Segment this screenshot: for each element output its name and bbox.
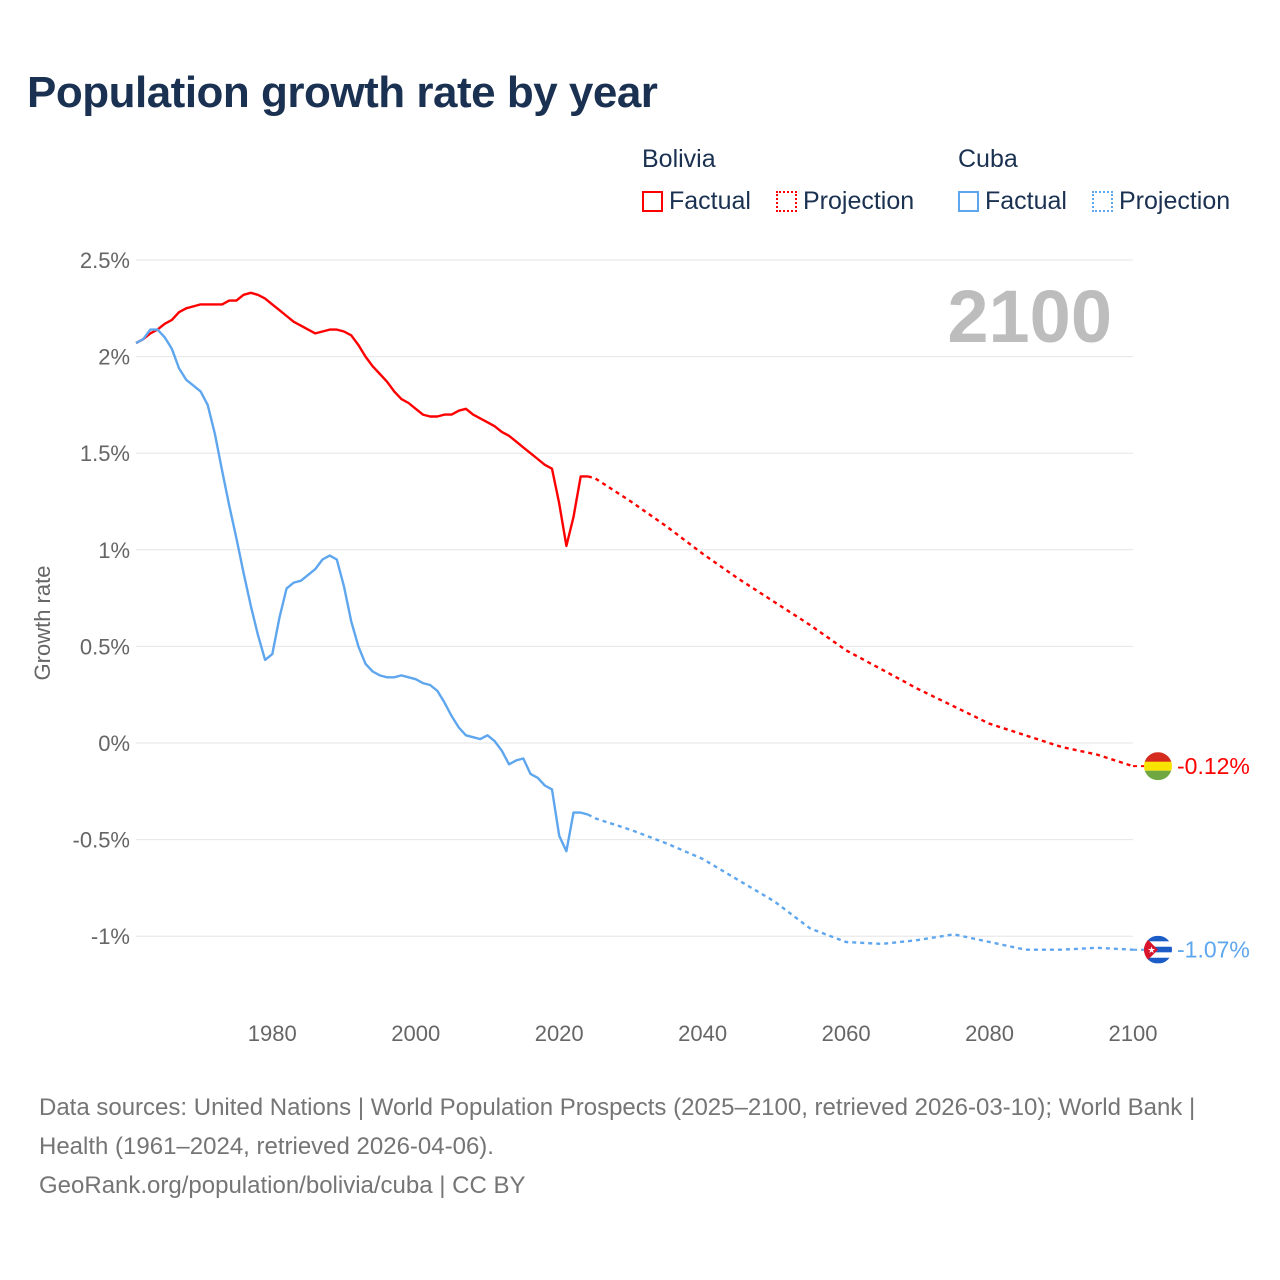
source-link[interactable]: GeoRank.org/population/bolivia/cuba | CC… [39,1172,526,1199]
x-tick-label: 2060 [822,1021,871,1046]
year-watermark: 2100 [947,275,1112,358]
x-tick-label: 2100 [1109,1021,1158,1046]
legend-swatch-solid [642,191,663,212]
y-tick-label: 1.5% [80,441,130,466]
flag-stripe [1144,935,1172,942]
legend-cuba-factual[interactable]: Factual [958,187,1067,216]
line-chart: 2.5% 2% 1.5% 1% 0.5% 0% -0.5% -1% 1980 2000 2020 20… [30,248,1250,1046]
legend-bolivia-projection[interactable]: Projection [776,187,914,216]
legend-swatch-dotted [1092,191,1113,212]
bolivia-end-value: -0.12% [1177,753,1250,779]
legend-swatch-solid [958,191,979,212]
legend-label: Factual [669,187,751,215]
x-tick-label: 2040 [678,1021,727,1046]
flag-stripe [1144,761,1172,771]
flag-triangle [1144,935,1158,964]
flag-stripe [1144,770,1172,781]
legend-bolivia-factual[interactable]: Factual [642,187,751,216]
source-text: Data sources: United Nations | World Pop… [39,1094,1196,1160]
bolivia-factual-line [135,291,588,548]
legend-label: Projection [803,187,915,215]
legend-group-bolivia: Bolivia [642,145,716,173]
chart-title: Population growth rate by year [27,68,658,117]
legend-label: Projection [1119,187,1231,215]
legend-group-cuba: Cuba [958,145,1018,173]
x-tick-label: 1980 [248,1021,297,1046]
y-tick-label: 0.5% [80,634,130,659]
legend-cuba-projection[interactable]: Projection [1092,187,1230,216]
x-tick-label: 2000 [391,1021,440,1046]
flag-stripe [1144,752,1172,763]
y-tick-label: -0.5% [73,828,130,853]
cuba-end-value: -1.07% [1177,937,1250,963]
flag-stripe [1144,946,1172,953]
flag-stripe [1144,957,1172,964]
cuba-projection-line [587,813,1134,951]
source-note: Data sources: United Nations | World Pop… [39,1088,1239,1205]
x-tick-label: 2020 [535,1021,584,1046]
bolivia-flag-icon [1144,752,1172,781]
legend-label: Factual [985,187,1067,215]
bolivia-projection-line [587,475,1134,768]
y-axis-label: Growth rate [30,566,55,681]
cuba-factual-line [135,328,589,853]
cuba-flag-icon: ★ [1144,935,1172,964]
y-tick-label: 2.5% [80,248,130,273]
y-tick-label: 2% [98,345,130,370]
x-tick-label: 2080 [965,1021,1014,1046]
y-tick-label: 1% [98,538,130,563]
y-tick-label: 0% [98,731,130,756]
flag-star: ★ [1148,945,1156,955]
legend-swatch-dotted [776,191,797,212]
y-tick-label: -1% [91,924,130,949]
